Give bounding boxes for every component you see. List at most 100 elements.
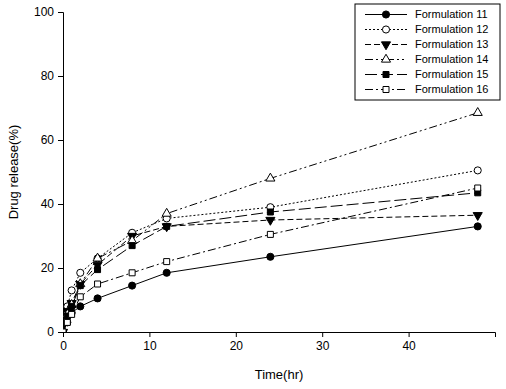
y-tick: 0 — [47, 325, 63, 339]
legend-marker — [382, 11, 389, 18]
x-tick: 40 — [402, 332, 416, 353]
x-axis-title: Time(hr) — [255, 367, 304, 382]
y-tick-label: 100 — [34, 5, 54, 19]
legend-entry: Formulation 16 — [365, 83, 488, 95]
x-tick-mark — [409, 332, 410, 337]
marker — [267, 253, 274, 260]
series-line — [63, 170, 478, 332]
series — [63, 213, 482, 332]
chart: 0 10 20 30 40 0 20 40 60 80 100 Time(hr) Drug releas… — [0, 0, 506, 389]
series-line — [63, 193, 478, 332]
y-tick-label: 40 — [41, 197, 55, 211]
y-tick: 20 — [41, 261, 63, 275]
series-line — [63, 113, 478, 332]
y-tick: 40 — [41, 197, 63, 211]
marker — [473, 108, 482, 116]
x-axis-line — [64, 333, 496, 338]
legend-entry: Formulation 11 — [365, 8, 488, 20]
marker — [163, 269, 170, 276]
y-tick-mark — [58, 268, 63, 269]
y-tick-label: 0 — [47, 325, 54, 339]
legend-marker — [383, 87, 389, 93]
legend-label: Formulation 16 — [415, 83, 488, 95]
x-tick: 0 — [60, 332, 67, 353]
marker — [63, 329, 68, 332]
legend-entry: Formulation 14 — [365, 53, 488, 65]
marker — [64, 319, 71, 326]
marker — [77, 269, 84, 276]
y-tick-mark — [58, 12, 63, 13]
y-tick-mark — [58, 332, 63, 333]
marker — [267, 231, 273, 237]
y-tick-label: 60 — [41, 133, 55, 147]
y-tick-label: 80 — [41, 69, 55, 83]
series-area — [63, 108, 482, 332]
series — [63, 190, 481, 332]
series — [63, 108, 482, 332]
marker — [164, 223, 170, 229]
x-tick: 20 — [230, 332, 244, 353]
y-tick: 100 — [34, 5, 63, 19]
y-tick-mark — [58, 76, 63, 77]
x-tick-mark — [149, 332, 150, 337]
marker — [63, 328, 67, 332]
legend-marker — [381, 54, 390, 62]
legend-entry: Formulation 13 — [365, 38, 488, 50]
y-tick-mark — [58, 140, 63, 141]
series — [63, 185, 481, 332]
legend-marker — [382, 26, 389, 33]
marker — [64, 319, 70, 325]
x-tick-label: 10 — [143, 339, 157, 353]
marker — [94, 295, 101, 302]
legend-label: Formulation 14 — [415, 53, 488, 65]
legend-box — [355, 4, 500, 100]
legend: Formulation 11 Formulation 12 Formulation … — [355, 4, 500, 100]
plot: 0 10 20 30 40 0 20 40 60 80 100 — [34, 5, 496, 352]
marker — [266, 217, 275, 225]
x-tick-label: 20 — [230, 339, 244, 353]
marker — [95, 281, 101, 287]
marker — [475, 185, 481, 191]
marker — [129, 270, 135, 276]
x-tick: 30 — [316, 332, 330, 353]
x-tick-label: 30 — [316, 339, 330, 353]
x-axis: 0 10 20 30 40 — [60, 332, 495, 353]
series-line — [63, 215, 478, 332]
marker — [63, 329, 66, 332]
x-tick-mark — [236, 332, 237, 337]
legend-label: Formulation 13 — [415, 38, 488, 50]
y-tick: 60 — [41, 133, 63, 147]
marker — [129, 243, 135, 249]
x-tick-label: 0 — [60, 339, 67, 353]
x-tick-label: 40 — [402, 339, 416, 353]
y-axis: 0 20 40 60 80 100 — [34, 5, 64, 339]
marker — [129, 282, 136, 289]
y-tick-mark — [58, 204, 63, 205]
marker — [93, 253, 102, 261]
legend-entry: Formulation 12 — [365, 23, 488, 35]
legend-marker — [383, 72, 389, 78]
legend-label: Formulation 11 — [415, 8, 488, 20]
marker — [63, 328, 67, 332]
legend-label: Formulation 12 — [415, 23, 488, 35]
marker — [164, 259, 170, 265]
x-tick-mark — [322, 332, 323, 337]
legend-marker — [381, 42, 390, 50]
marker — [77, 283, 83, 289]
y-tick-label: 20 — [41, 261, 55, 275]
marker — [474, 167, 481, 174]
marker — [69, 311, 75, 317]
marker — [162, 208, 171, 216]
series-line — [63, 188, 478, 332]
marker — [474, 223, 481, 230]
series — [63, 167, 481, 332]
marker — [95, 267, 101, 273]
y-axis-title: Drug release(%) — [6, 125, 21, 220]
marker — [63, 329, 66, 332]
x-tick: 10 — [143, 332, 157, 353]
marker — [77, 303, 84, 310]
legend-label: Formulation 15 — [415, 68, 488, 80]
marker — [68, 287, 75, 294]
marker — [267, 209, 273, 215]
legend-entry: Formulation 15 — [365, 68, 488, 80]
